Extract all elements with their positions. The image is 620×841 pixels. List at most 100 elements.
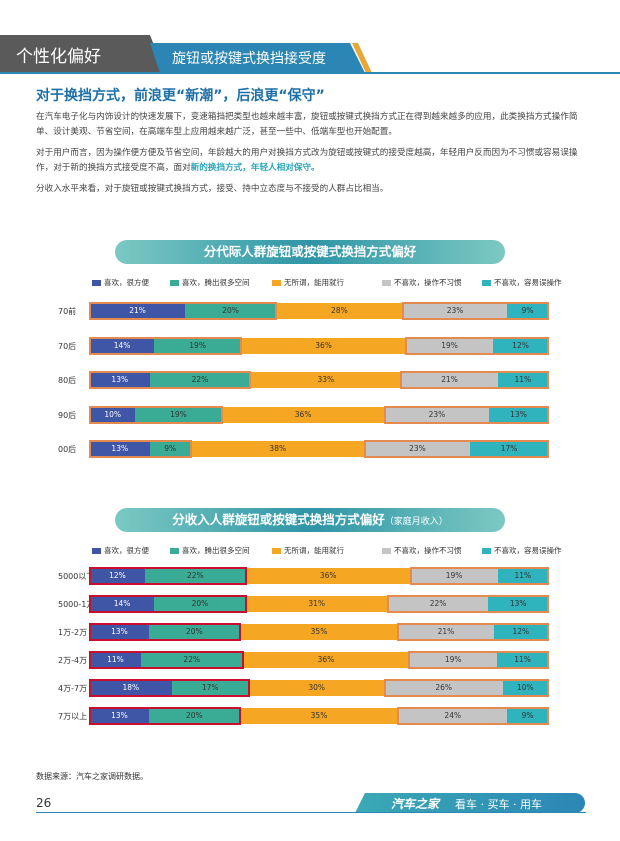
- legend-label: 喜欢，腾出很多空间: [182, 546, 250, 555]
- legend-label: 喜欢，很方便: [104, 278, 149, 287]
- legend-item: 无所谓，能用就行: [272, 545, 344, 556]
- bar-segment: 13%: [90, 624, 149, 640]
- bar-segment: 13%: [90, 372, 150, 388]
- like-group-frame: [89, 707, 241, 725]
- bar-row: 12% 22% 36% 19% 11%: [90, 568, 548, 584]
- chart2-legend: 喜欢，很方便 喜欢，腾出很多空间 无所谓，能用就行 不喜欢，操作不习惯 不喜欢，容易误操…: [92, 545, 562, 557]
- bar-segment: 35%: [239, 708, 399, 724]
- bar-segment: 13%: [90, 441, 150, 457]
- bar-row: 13% 22% 33% 21% 11%: [90, 372, 548, 388]
- bar-segment: 11%: [497, 652, 548, 668]
- bar-segment: 18%: [90, 680, 172, 696]
- legend-swatch: [170, 548, 179, 554]
- bar-segment: 36%: [242, 652, 410, 668]
- bar-segment: 19%: [154, 337, 242, 354]
- like-group-frame: [89, 623, 241, 641]
- bar-row: 21% 20% 28% 23% 9%: [90, 303, 548, 319]
- legend-item: 不喜欢，容易误操作: [482, 545, 562, 556]
- legend-label: 喜欢，腾出很多空间: [182, 278, 250, 287]
- bar-segment: 35%: [239, 624, 399, 640]
- dislike-group-frame: [409, 567, 549, 585]
- bar-segment: 12%: [90, 568, 145, 584]
- bar-segment: 36%: [245, 568, 411, 584]
- headline: 对于换挡方式，前浪更“新潮”，后浪更“保守”: [36, 88, 325, 104]
- category-label: 80后: [58, 376, 77, 385]
- bar-segment: 14%: [90, 596, 155, 612]
- bar-segment: 10%: [502, 680, 548, 696]
- section-tab: 个性化偏好: [0, 35, 165, 73]
- bar-segment: 20%: [148, 708, 240, 724]
- category-label: 7万以上: [58, 712, 88, 721]
- legend-swatch: [170, 280, 179, 286]
- legend-item: 喜欢，腾出很多空间: [170, 545, 250, 556]
- bar-segment: 22%: [144, 568, 246, 584]
- category-label: 00后: [58, 445, 77, 454]
- bar-segment: 9%: [507, 303, 548, 319]
- bar-segment: 22%: [140, 652, 243, 668]
- paragraph-1: 在汽车电子化与内饰设计的快速发展下，变速箱挡把类型也越来越丰富，旋钮或按键式换挡…: [36, 112, 578, 137]
- like-group-frame: [89, 651, 244, 669]
- chart1-title: 分代际人群旋钮或按键式换挡方式偏好: [115, 240, 505, 264]
- chart1-title-text: 分代际人群旋钮或按键式换挡方式偏好: [203, 244, 417, 259]
- chart2-subtitle: （家庭月收入）: [384, 517, 448, 527]
- bar-segment: 21%: [90, 303, 186, 319]
- bar-segment: 22%: [387, 596, 489, 612]
- footer-divider: [36, 812, 586, 813]
- category-label: 1万-2万（含）: [58, 628, 112, 637]
- legend-swatch: [272, 548, 281, 554]
- bar-row: 18% 17% 30% 26% 10%: [90, 680, 548, 696]
- bar-segment: 23%: [364, 441, 471, 457]
- bar-segment: 9%: [507, 708, 548, 724]
- bar-segment: 23%: [384, 406, 490, 423]
- dislike-group-frame: [401, 302, 549, 320]
- category-label: 70前: [58, 307, 77, 316]
- dislike-group-frame: [397, 623, 549, 641]
- bar-segment: 17%: [470, 441, 548, 457]
- bar-row: 14% 20% 31% 22% 13%: [90, 596, 548, 612]
- like-group-frame: [89, 440, 192, 458]
- bar-segment: 30%: [248, 680, 385, 696]
- category-label: 70后: [58, 341, 77, 351]
- bar-segment: 22%: [149, 372, 251, 388]
- bar-segment: 36%: [241, 337, 406, 354]
- legend-item: 喜欢，很方便: [92, 545, 149, 556]
- bar-segment: 13%: [489, 406, 548, 423]
- bar-segment: 33%: [250, 372, 402, 388]
- category-label: 90后: [58, 410, 77, 420]
- bar-segment: 31%: [245, 596, 388, 612]
- bar-segment: 14%: [90, 337, 155, 354]
- bar-row: 13% 20% 35% 24% 9%: [90, 708, 548, 724]
- like-group-frame: [89, 679, 250, 697]
- bar-segment: 9%: [149, 441, 191, 457]
- header-divider: [0, 72, 620, 74]
- bar-segment: 19%: [410, 568, 498, 584]
- chart2-title: 分收入人群旋钮或按键式换挡方式偏好（家庭月收入）: [115, 508, 505, 532]
- category-label: 4万-7万（含）: [58, 684, 112, 693]
- like-group-frame: [89, 405, 223, 424]
- bar-segment: 36%: [221, 406, 385, 423]
- legend-item: 不喜欢，容易误操作: [482, 277, 562, 288]
- legend-label: 无所谓，能用就行: [284, 278, 344, 287]
- paragraph-2-highlight: 新的换挡方式，年轻人相对保守。: [190, 163, 320, 173]
- footer-banner: 汽车之家 看车 · 买车 · 用车: [355, 793, 585, 813]
- legend-swatch: [482, 548, 491, 554]
- bar-row: 13% 20% 35% 21% 12%: [90, 624, 548, 640]
- like-group-frame: [89, 371, 252, 389]
- chart1-legend: 喜欢，很方便 喜欢，腾出很多空间 无所谓，能用就行 不喜欢，操作不习惯 不喜欢，容易误操…: [92, 277, 562, 289]
- bar-segment: 10%: [90, 406, 136, 423]
- bar-segment: 24%: [398, 708, 508, 724]
- bar-segment: 20%: [148, 624, 240, 640]
- bar-segment: 28%: [275, 303, 403, 319]
- legend-item: 不喜欢，操作不习惯: [382, 545, 462, 556]
- bar-segment: 13%: [90, 708, 149, 724]
- topic-tab: 旋钮或按键式换挡接受度: [150, 43, 365, 73]
- dislike-group-frame: [383, 405, 549, 424]
- footer-slogan: 看车 · 买车 · 用车: [455, 798, 542, 811]
- footer-brand: 汽车之家: [391, 797, 440, 811]
- topic-title: 旋钮或按键式换挡接受度: [172, 51, 326, 67]
- dislike-group-frame: [386, 595, 549, 613]
- bar-segment: 21%: [401, 372, 498, 388]
- legend-swatch: [92, 280, 101, 286]
- bar-segment: 19%: [409, 652, 498, 668]
- category-label: 5000-1万（含）: [58, 600, 119, 609]
